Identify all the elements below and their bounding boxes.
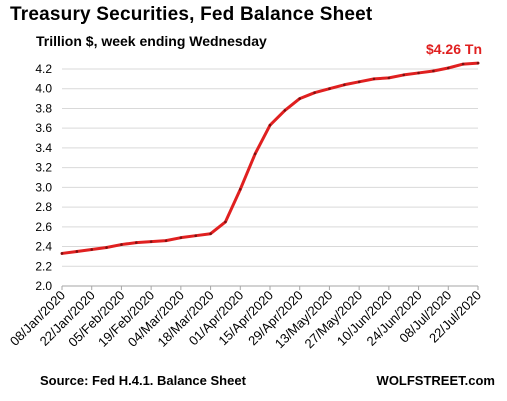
y-tick-label: 2.2 — [35, 259, 52, 273]
data-point — [372, 77, 376, 81]
y-tick-label: 3.2 — [35, 161, 52, 175]
brand-label: WOLFSTREET.com — [376, 373, 495, 388]
series-line — [60, 61, 480, 255]
data-point — [328, 87, 331, 91]
source-note: Source: Fed H.4.1. Balance Sheet — [40, 373, 246, 388]
y-tick-label: 3.4 — [35, 141, 52, 155]
data-point — [298, 97, 302, 100]
data-point — [402, 73, 406, 77]
data-point — [194, 234, 198, 237]
y-tick-label: 4.2 — [35, 62, 52, 76]
data-point — [164, 239, 168, 242]
data-point — [476, 61, 480, 65]
y-tick-label: 2.8 — [35, 200, 52, 214]
y-tick-label: 2.6 — [35, 220, 52, 234]
y-tick-label: 2.0 — [35, 279, 52, 293]
data-point — [461, 62, 465, 66]
data-point — [342, 83, 346, 87]
data-point — [417, 71, 420, 75]
data-point — [60, 252, 64, 255]
y-tick-label: 3.0 — [35, 180, 52, 194]
data-point — [268, 123, 272, 127]
data-point — [90, 248, 94, 251]
y-tick-label: 2.4 — [35, 240, 52, 254]
data-point — [105, 246, 108, 249]
y-tick-label: 3.8 — [35, 101, 52, 115]
data-point — [432, 69, 435, 73]
data-point — [283, 109, 287, 112]
chart-title: Treasury Securities, Fed Balance Sheet — [10, 4, 373, 25]
data-point — [446, 66, 450, 70]
data-point — [313, 91, 316, 94]
data-point — [75, 250, 79, 253]
y-tick-label: 3.6 — [35, 121, 52, 135]
data-point — [120, 243, 123, 246]
data-point — [179, 236, 183, 239]
data-point — [209, 232, 212, 236]
end-value-label: $4.26 Tn — [426, 41, 482, 57]
data-point — [387, 76, 391, 80]
data-point — [134, 241, 138, 244]
y-tick-label: 4.0 — [35, 82, 52, 96]
data-point — [224, 220, 227, 224]
data-point — [238, 188, 242, 191]
data-point — [149, 240, 153, 243]
data-point — [357, 80, 361, 84]
chart-subtitle: Trillion $, week ending Wednesday — [36, 33, 267, 49]
data-point — [253, 152, 257, 156]
